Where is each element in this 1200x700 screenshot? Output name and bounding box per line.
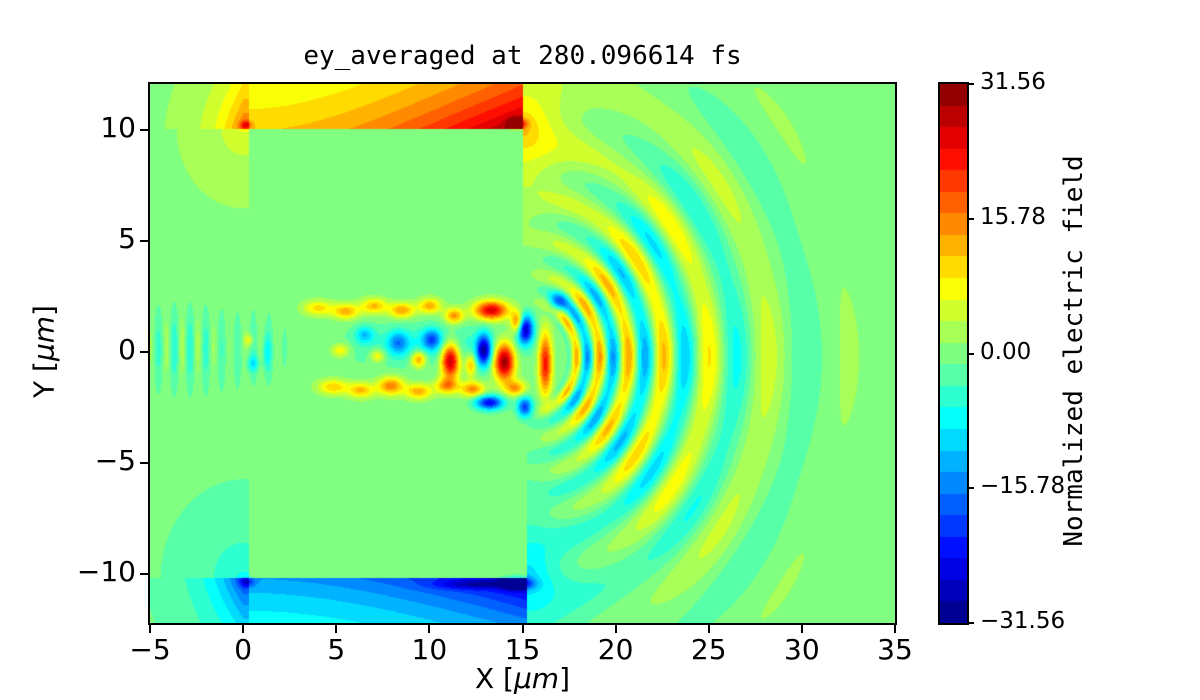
x-tick-mark [800, 625, 803, 633]
x-tick-label: 30 [784, 633, 820, 666]
y-axis-label-post: ] [27, 305, 61, 316]
heatmap-canvas [150, 84, 895, 623]
y-tick-mark [140, 240, 148, 242]
x-tick-label: 15 [504, 633, 541, 666]
colorbar-tick-label: 15.78 [980, 203, 1046, 230]
x-axis-label: X [μm] [150, 662, 895, 695]
y-tick-label: 5 [118, 222, 136, 255]
x-tick-mark [521, 625, 524, 633]
y-tick-label: 0 [118, 333, 136, 367]
colorbar-tick-label: −15.78 [980, 473, 1066, 500]
chart-title: ey_averaged at 280.096614 fs [303, 41, 742, 71]
y-tick-mark [140, 128, 148, 131]
y-tick-mark [140, 351, 148, 354]
y-tick-label: −5 [94, 444, 136, 478]
x-tick-mark [335, 625, 338, 633]
colorbar-tick-label: 0.00 [980, 338, 1032, 365]
x-tick-mark [242, 625, 245, 633]
y-tick-label: −10 [76, 555, 136, 589]
colorbar-tick-mark [967, 352, 974, 355]
colorbar-tick-label: 31.56 [980, 69, 1046, 95]
colorbar-tick-label: −31.56 [980, 608, 1066, 634]
x-tick-mark [149, 625, 151, 633]
x-tick-mark [428, 625, 431, 633]
x-tick-label: 20 [597, 633, 634, 666]
colorbar-tick-mark [967, 83, 974, 85]
x-axis-label-unit: μm [513, 662, 560, 695]
y-tick-mark [140, 573, 148, 576]
colorbar-tick-mark [967, 622, 974, 624]
x-tick-label: −5 [129, 633, 171, 666]
y-axis-label: Y [μm] [28, 202, 61, 502]
y-tick-label: 10 [100, 110, 136, 144]
colorbar-tick-mark [967, 217, 974, 220]
x-tick-label: 25 [690, 633, 727, 666]
x-tick-label: 0 [234, 633, 253, 666]
x-tick-mark [707, 625, 710, 633]
colorbar-tick-mark [967, 487, 974, 490]
x-tick-label: 5 [327, 633, 346, 666]
x-tick-label: 10 [411, 633, 448, 666]
x-tick-label: 35 [877, 633, 913, 666]
y-axis-label-unit: μm [27, 315, 61, 362]
y-tick-mark [140, 462, 148, 465]
x-axis-label-pre: X [ [474, 662, 514, 695]
x-tick-mark [894, 625, 896, 633]
x-axis-label-post: ] [559, 662, 571, 695]
x-tick-mark [614, 625, 617, 633]
colorbar [940, 84, 967, 623]
y-axis-label-pre: Y [ [27, 361, 61, 398]
colorbar-label: Normalized electric field [1059, 155, 1089, 547]
